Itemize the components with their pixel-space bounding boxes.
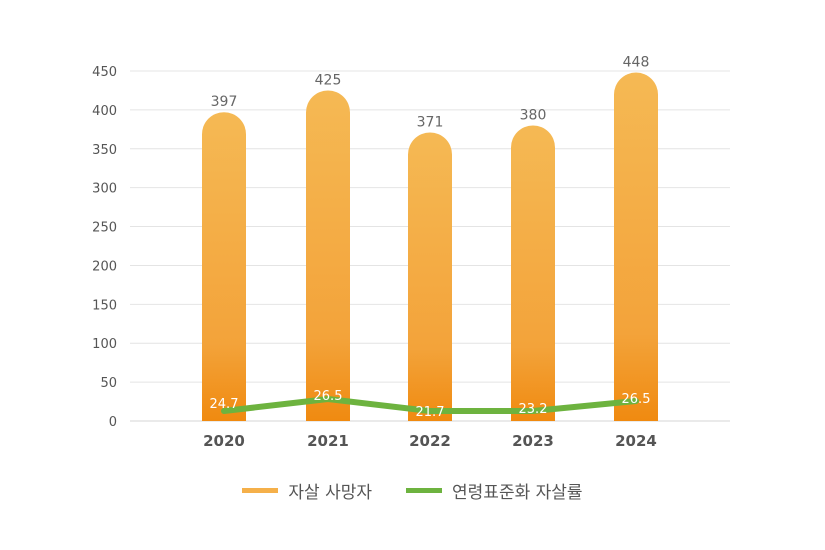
x-tick-label: 2022 <box>409 432 451 450</box>
bar-series: 397 425 371 380 448 <box>202 55 658 422</box>
bar-swatch-icon <box>242 488 279 493</box>
y-tick-label: 250 <box>92 221 117 236</box>
bar-value-label: 425 <box>315 72 342 88</box>
bar[interactable] <box>202 112 246 422</box>
y-tick-label: 450 <box>92 65 117 80</box>
legend-item-line[interactable]: 연령표준화 자살률 <box>406 478 583 503</box>
y-tick-label: 200 <box>92 259 117 274</box>
line-path[interactable] <box>221 396 639 414</box>
line-series: 24.7 26.5 21.7 23.2 26.5 <box>210 389 651 420</box>
x-axis: 2020 2021 2022 2023 2024 <box>203 432 657 450</box>
y-tick-label: 300 <box>92 182 117 197</box>
bar[interactable] <box>511 125 555 421</box>
y-tick-label: 100 <box>92 337 117 352</box>
y-tick-label: 50 <box>100 376 117 391</box>
bar-value-label: 371 <box>417 114 444 130</box>
bar-value-label: 448 <box>623 55 650 71</box>
bar[interactable] <box>408 132 452 421</box>
y-tick-label: 150 <box>92 298 117 313</box>
y-tick-label: 0 <box>109 415 117 430</box>
x-tick-label: 2021 <box>307 432 349 450</box>
legend-label-line: 연령표준화 자살률 <box>452 483 583 503</box>
y-tick-label: 400 <box>92 104 117 119</box>
bar-value-label: 380 <box>520 107 547 123</box>
legend: 자살 사망자 연령표준화 자살률 <box>0 478 825 503</box>
y-axis: 0 50 100 150 200 250 300 350 400 450 <box>92 65 117 430</box>
bar[interactable] <box>614 72 658 422</box>
bar-value-label: 397 <box>211 94 238 110</box>
x-tick-label: 2024 <box>615 432 657 450</box>
line-value-label: 26.5 <box>622 392 651 407</box>
line-value-label: 26.5 <box>314 389 343 404</box>
line-swatch-icon <box>406 488 443 493</box>
line-value-label: 24.7 <box>210 397 239 412</box>
line-value-label: 21.7 <box>416 405 445 420</box>
x-tick-label: 2023 <box>512 432 554 450</box>
legend-label-bar: 자살 사망자 <box>288 483 373 503</box>
line-value-label: 23.2 <box>519 402 548 417</box>
y-tick-label: 350 <box>92 143 117 158</box>
bar[interactable] <box>306 90 350 421</box>
legend-item-bar[interactable]: 자살 사망자 <box>242 478 372 503</box>
x-tick-label: 2020 <box>203 432 245 450</box>
